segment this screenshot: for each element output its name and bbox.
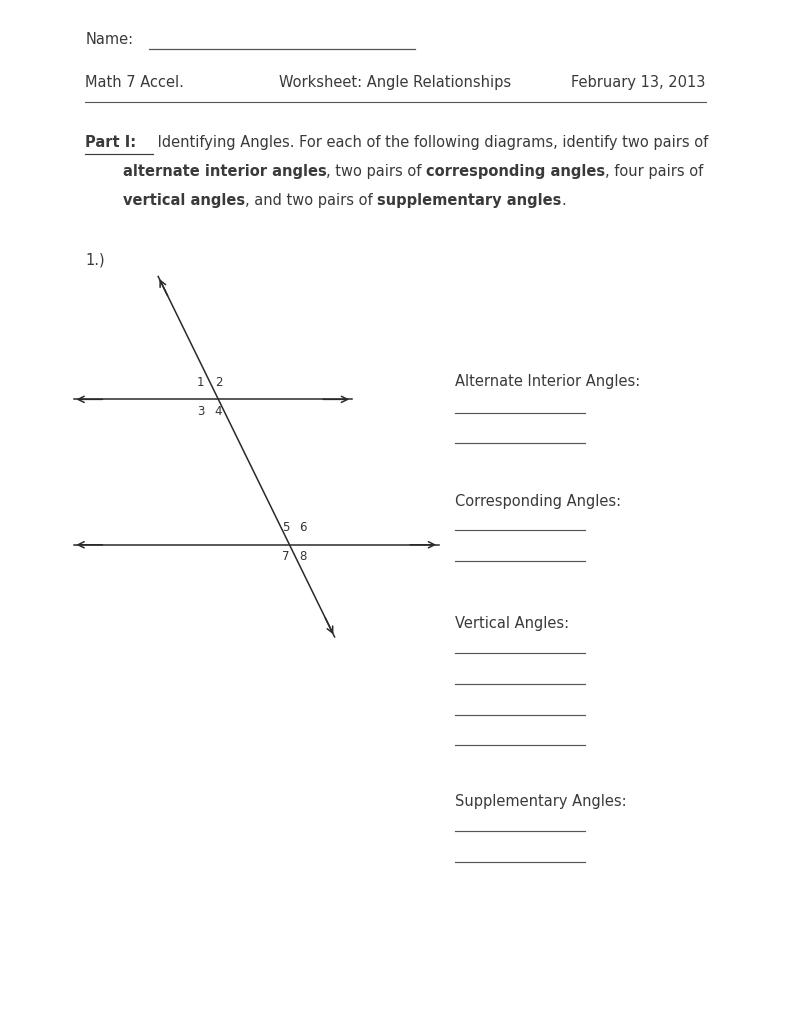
Text: 1: 1 bbox=[197, 376, 204, 389]
Text: Part I:: Part I: bbox=[85, 135, 137, 151]
Text: Corresponding Angles:: Corresponding Angles: bbox=[455, 494, 621, 509]
Text: 1.): 1.) bbox=[85, 252, 105, 267]
Text: 3: 3 bbox=[197, 404, 204, 418]
Text: , two pairs of: , two pairs of bbox=[327, 164, 426, 179]
Text: Alternate Interior Angles:: Alternate Interior Angles: bbox=[455, 374, 640, 389]
Text: vertical angles: vertical angles bbox=[123, 193, 244, 208]
Text: 5: 5 bbox=[282, 521, 290, 535]
Text: 4: 4 bbox=[215, 404, 222, 418]
Text: .: . bbox=[562, 193, 566, 208]
Text: , four pairs of: , four pairs of bbox=[605, 164, 704, 179]
Text: 2: 2 bbox=[215, 376, 222, 389]
Text: , and two pairs of: , and two pairs of bbox=[244, 193, 377, 208]
Text: Worksheet: Angle Relationships: Worksheet: Angle Relationships bbox=[279, 75, 512, 90]
Text: Name:: Name: bbox=[85, 32, 134, 47]
Text: 7: 7 bbox=[282, 550, 290, 563]
Text: 8: 8 bbox=[300, 550, 307, 563]
Text: Identifying Angles. For each of the following diagrams, identify two pairs of: Identifying Angles. For each of the foll… bbox=[153, 135, 708, 151]
Text: supplementary angles: supplementary angles bbox=[377, 193, 562, 208]
Text: Math 7 Accel.: Math 7 Accel. bbox=[85, 75, 184, 90]
Text: February 13, 2013: February 13, 2013 bbox=[571, 75, 706, 90]
Text: Supplementary Angles:: Supplementary Angles: bbox=[455, 794, 626, 809]
Text: Vertical Angles:: Vertical Angles: bbox=[455, 616, 569, 632]
Text: corresponding angles: corresponding angles bbox=[426, 164, 605, 179]
Text: alternate interior angles: alternate interior angles bbox=[123, 164, 327, 179]
Text: 6: 6 bbox=[300, 521, 307, 535]
